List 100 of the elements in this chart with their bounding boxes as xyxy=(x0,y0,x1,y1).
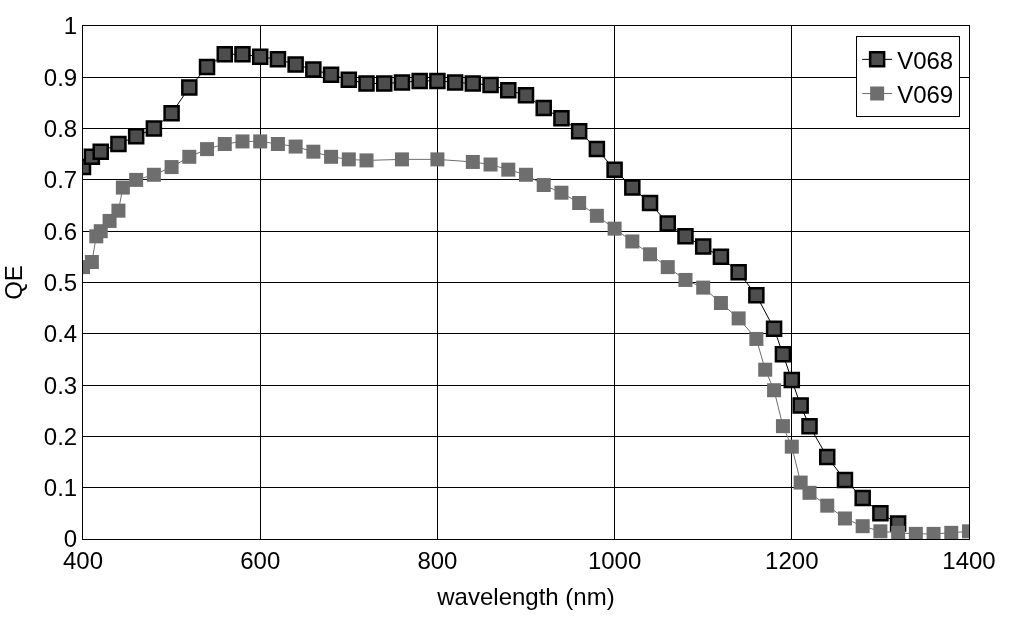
point xyxy=(324,149,339,164)
point xyxy=(92,143,109,160)
point xyxy=(792,397,809,414)
point xyxy=(908,526,923,539)
point xyxy=(287,56,304,73)
point xyxy=(659,215,677,232)
point xyxy=(500,81,517,99)
point xyxy=(731,311,746,326)
point xyxy=(784,439,799,454)
point xyxy=(854,489,871,507)
point xyxy=(269,51,287,68)
point xyxy=(535,99,552,117)
point xyxy=(536,178,551,193)
point xyxy=(855,519,870,534)
x-axis-title: wavelength (nm) xyxy=(436,583,615,611)
point xyxy=(84,254,99,269)
point xyxy=(572,195,587,210)
point xyxy=(554,185,569,200)
point xyxy=(553,110,570,127)
point xyxy=(483,157,498,172)
point xyxy=(322,66,340,83)
point xyxy=(429,72,446,90)
point xyxy=(216,45,234,63)
point xyxy=(305,61,322,78)
point xyxy=(375,75,393,92)
y-tick-label: 0.6 xyxy=(43,217,78,245)
point xyxy=(127,128,145,145)
point xyxy=(306,144,321,159)
x-tick-label: 600 xyxy=(240,546,281,574)
point xyxy=(712,248,730,266)
point xyxy=(253,134,268,149)
point xyxy=(200,142,215,157)
point xyxy=(393,74,411,91)
point xyxy=(465,154,480,169)
legend-label: V069 xyxy=(897,80,954,108)
point xyxy=(570,122,588,140)
point xyxy=(411,72,428,90)
point xyxy=(820,498,835,513)
y-tick-label: 0.9 xyxy=(43,63,78,91)
y-tick-label: 0.1 xyxy=(43,474,78,502)
point xyxy=(181,79,198,96)
point xyxy=(767,383,782,398)
y-tick-label: 0.3 xyxy=(43,371,78,399)
point xyxy=(873,524,888,539)
point xyxy=(482,76,499,94)
point xyxy=(519,167,533,182)
point xyxy=(517,87,535,104)
point xyxy=(625,234,640,249)
point xyxy=(163,104,180,122)
point xyxy=(624,179,641,196)
point xyxy=(464,75,482,92)
point xyxy=(182,149,197,164)
point xyxy=(501,162,516,177)
point xyxy=(677,228,694,245)
y-axis-title: QE xyxy=(0,265,27,300)
point xyxy=(430,152,445,167)
point xyxy=(775,419,790,434)
point xyxy=(270,136,285,151)
point xyxy=(198,58,216,76)
point xyxy=(696,280,711,295)
point xyxy=(944,525,959,539)
point xyxy=(588,140,606,158)
point xyxy=(641,194,659,212)
point xyxy=(217,136,232,151)
point xyxy=(446,74,464,91)
point xyxy=(801,417,818,435)
point xyxy=(589,208,604,223)
point xyxy=(251,48,269,66)
point xyxy=(607,221,622,236)
point xyxy=(678,272,693,287)
point xyxy=(660,260,675,275)
point xyxy=(643,247,658,262)
point xyxy=(606,161,623,178)
legend-label: V068 xyxy=(897,46,954,74)
y-tick-label: 0.4 xyxy=(43,320,78,348)
y-tick-label: 0.5 xyxy=(43,268,78,296)
point xyxy=(802,485,817,500)
point xyxy=(340,71,358,89)
point xyxy=(394,152,409,167)
point xyxy=(341,152,356,167)
point xyxy=(145,120,163,137)
point xyxy=(694,238,712,255)
point xyxy=(146,167,161,182)
point xyxy=(758,362,773,377)
point xyxy=(891,525,906,539)
x-tick-label: 1400 xyxy=(942,546,996,574)
point xyxy=(836,471,854,489)
point xyxy=(749,331,764,346)
point xyxy=(765,320,783,337)
point xyxy=(926,526,941,539)
point xyxy=(713,296,728,311)
x-tick-label: 800 xyxy=(417,546,458,574)
point xyxy=(115,180,130,195)
point xyxy=(774,346,792,363)
point xyxy=(129,172,144,187)
y-tick-label: 0.2 xyxy=(43,422,78,450)
x-tick-label: 1000 xyxy=(587,546,642,574)
point xyxy=(234,45,251,63)
point xyxy=(359,153,374,168)
y-tick-label: 0.7 xyxy=(43,166,78,194)
